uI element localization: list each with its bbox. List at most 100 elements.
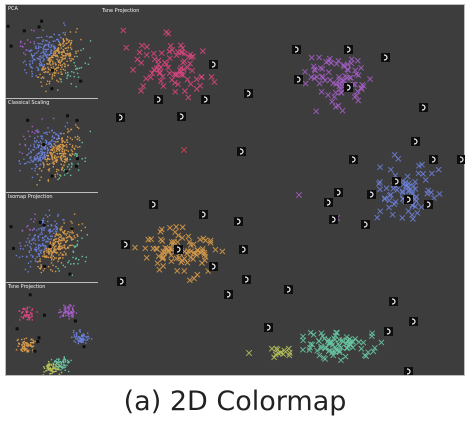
thumbnail-point — [33, 143, 35, 145]
scatter-point — [185, 94, 192, 101]
thumbnail-point — [56, 229, 59, 231]
scatter-point — [144, 43, 150, 50]
thumbnail-point — [75, 85, 77, 88]
thumbnail-point — [32, 339, 34, 341]
thumbnail-point — [51, 136, 54, 138]
thumbnail-point — [42, 66, 44, 69]
scatter-point — [336, 349, 343, 356]
thumbnail-point — [48, 253, 50, 255]
thumbnail-point — [56, 38, 59, 40]
thumbnail-point — [15, 349, 18, 351]
scatter-point — [151, 66, 158, 73]
thumbnail-point — [24, 69, 26, 71]
thumbnail-point — [58, 60, 60, 62]
thumbnail-point — [34, 213, 36, 215]
thumbnail-panel-isomap[interactable]: Isomap Projection — [6, 193, 98, 283]
digit-glyph — [123, 241, 128, 248]
scatter-point — [356, 339, 362, 345]
thumbnail-point — [31, 57, 34, 59]
thumbnail-point — [72, 58, 74, 60]
thumbnail-point — [57, 47, 60, 49]
digit-glyph — [241, 246, 246, 253]
thumbnail-point — [73, 245, 75, 247]
thumbnail-point — [54, 246, 56, 248]
thumbnail-point — [72, 313, 74, 315]
thumbnail-point — [28, 228, 31, 231]
main-projection-view[interactable]: Tsne Projection — [99, 5, 465, 375]
scatter-point — [336, 347, 343, 354]
thumbnail-point — [64, 358, 67, 361]
thumbnail-point — [47, 366, 49, 368]
scatter-point — [123, 44, 130, 51]
thumbnail-point — [53, 239, 55, 241]
scatter-point — [391, 151, 398, 158]
thumbnail-point — [31, 67, 33, 69]
scatter-point — [340, 61, 347, 68]
thumbnail-point — [43, 371, 45, 373]
thumbnail-point — [81, 141, 83, 144]
scatter-point — [415, 162, 422, 169]
thumbnail-point — [85, 256, 87, 258]
thumbnail-point — [39, 60, 41, 62]
thumbnail-point — [51, 370, 53, 372]
thumbnail-panel-tsne[interactable]: Tsne Projection — [6, 283, 98, 375]
thumbnail-point — [58, 362, 60, 364]
thumbnail-point — [69, 54, 72, 56]
thumbnail-point — [59, 156, 61, 158]
thumbnail-point — [87, 332, 89, 334]
thumbnail-point — [35, 47, 38, 50]
scatter-point — [360, 83, 367, 90]
thumbnail-point — [70, 315, 72, 317]
thumbnail-point — [79, 146, 81, 148]
thumbnail-point — [27, 344, 30, 347]
thumbnail-point — [70, 244, 72, 247]
thumbnail-point — [46, 133, 48, 136]
thumbnail-point — [72, 256, 74, 259]
thumbnail-point — [43, 77, 45, 79]
thumbnail-point — [61, 245, 63, 247]
thumbnail-point — [27, 314, 29, 316]
thumbnail-point — [42, 51, 44, 54]
thumbnail-point — [48, 369, 51, 371]
thumbnail-point — [44, 132, 47, 134]
thumbnail-point — [37, 158, 40, 160]
thumbnail-point — [57, 141, 59, 143]
thumbnail-point — [23, 340, 26, 343]
thumbnail-point — [40, 227, 42, 229]
thumbnail-point — [47, 127, 49, 129]
thumbnail-point — [48, 58, 50, 60]
thumbnail-point — [55, 240, 57, 243]
thumbnail-point — [39, 258, 41, 260]
thumbnail-point — [77, 263, 79, 265]
scatter-point — [332, 332, 339, 339]
thumbnail-point — [64, 57, 66, 60]
thumbnail-point — [26, 344, 29, 346]
scatter-point — [173, 52, 180, 59]
thumbnail-point — [27, 310, 29, 313]
thumbnail-point — [61, 66, 63, 68]
thumbnail-point — [61, 137, 63, 139]
thumbnail-point — [62, 366, 64, 369]
scatter-point — [179, 45, 186, 52]
thumbnail-point — [60, 45, 62, 47]
scatter-point — [319, 333, 326, 339]
thumbnail-point — [36, 52, 38, 54]
thumbnail-point — [43, 255, 45, 257]
thumbnail-point — [68, 163, 70, 166]
thumbnail-point — [36, 311, 38, 313]
thumbnail-point — [58, 360, 60, 362]
thumbnail-panel-classical-scaling[interactable]: Classical Scaling — [6, 99, 98, 193]
thumbnail-point — [44, 236, 46, 238]
thumbnail-point — [38, 55, 41, 58]
thumbnail-point — [49, 73, 51, 75]
thumbnail-point — [63, 149, 66, 151]
thumbnail-point — [18, 310, 20, 312]
scatter-point — [336, 83, 343, 90]
main-scatter-plot[interactable] — [99, 5, 465, 375]
thumbnail-point — [31, 309, 33, 311]
thumbnail-point — [50, 248, 52, 250]
thumbnail-panel-pca[interactable]: PCA — [6, 5, 98, 99]
thumbnail-digit — [73, 319, 77, 323]
scatter-point — [310, 63, 317, 70]
thumbnail-point — [40, 249, 43, 251]
